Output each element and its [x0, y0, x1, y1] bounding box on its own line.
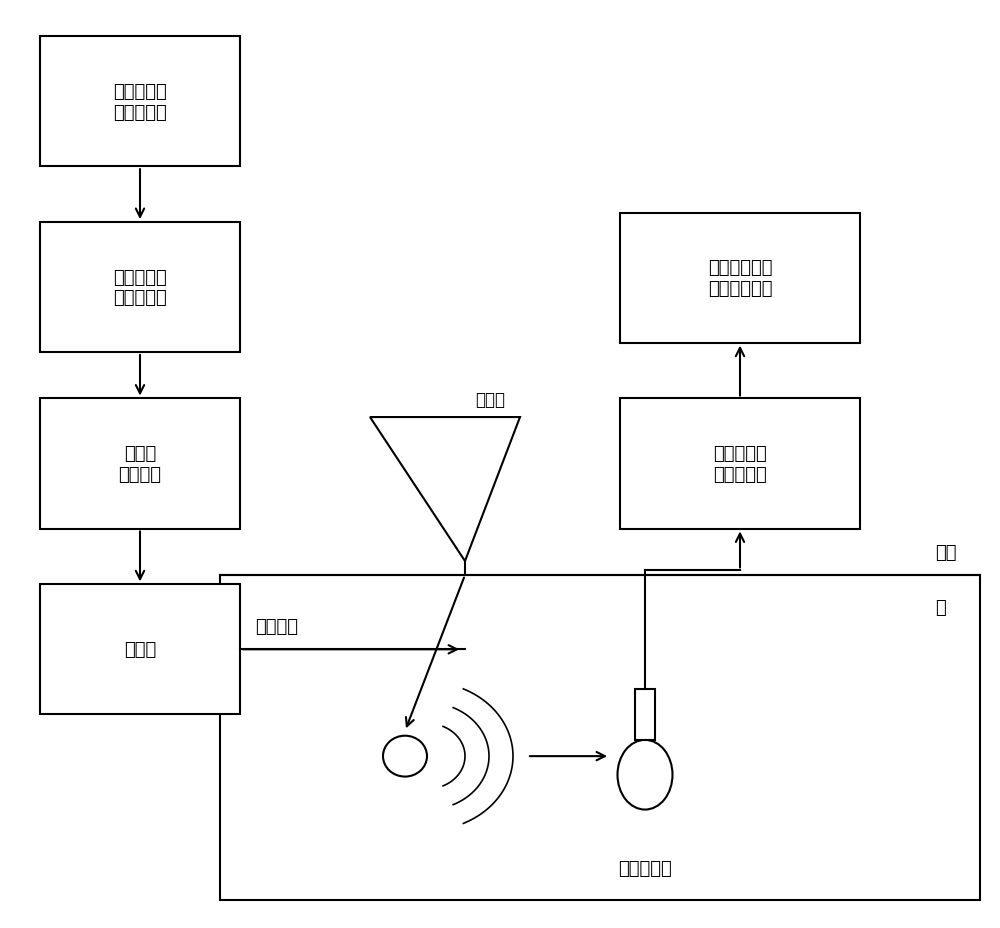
Text: 水: 水	[935, 599, 946, 617]
Text: 水声信号放
大整形模块: 水声信号放 大整形模块	[713, 445, 767, 483]
Text: 可变时隙信号
解码处理模块: 可变时隙信号 解码处理模块	[708, 259, 772, 298]
Bar	[40, 399, 240, 529]
Polygon shape	[370, 418, 520, 561]
Text: 激光器
驱动模块: 激光器 驱动模块	[119, 445, 162, 483]
Ellipse shape	[618, 741, 672, 809]
Bar	[635, 689, 655, 741]
Text: 数据基带编
码输入模块: 数据基带编 码输入模块	[113, 83, 167, 122]
Bar	[40, 223, 240, 353]
Bar	[220, 575, 980, 900]
Text: 激光器: 激光器	[124, 640, 156, 659]
Text: 水声采集器: 水声采集器	[618, 858, 672, 877]
Bar	[620, 213, 860, 343]
Bar	[40, 37, 240, 167]
Text: 可变时隙编
码处理模块: 可变时隙编 码处理模块	[113, 268, 167, 307]
Text: 脉冲激光: 脉冲激光	[255, 618, 298, 636]
Circle shape	[383, 736, 427, 777]
Bar	[620, 399, 860, 529]
Text: 空气: 空气	[935, 543, 956, 561]
Bar	[40, 585, 240, 715]
Text: 全反镜: 全反镜	[475, 391, 505, 408]
